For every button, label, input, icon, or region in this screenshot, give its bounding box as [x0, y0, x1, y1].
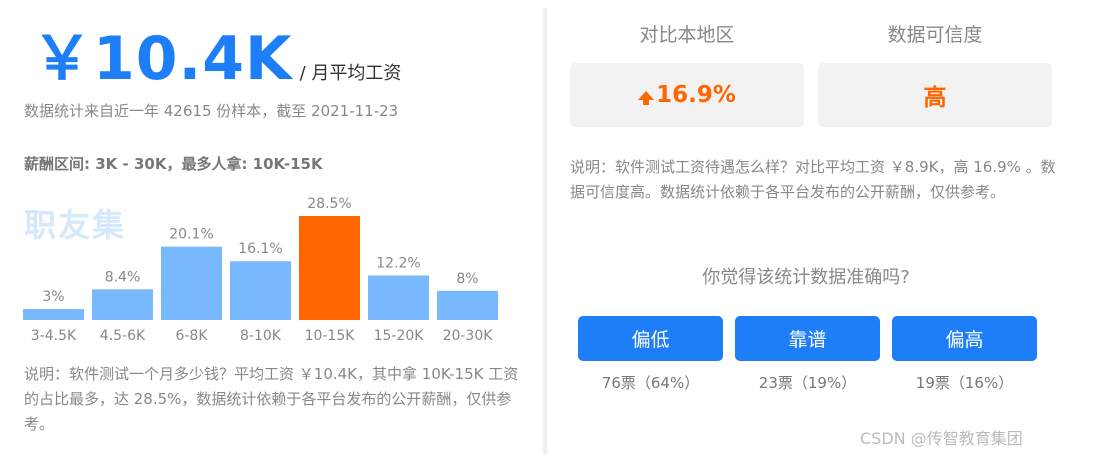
salary-range: 薪酬区间: 3K - 30K，最多人拿: 10K-15K [24, 155, 323, 173]
bar-value-label: 16.1% [238, 241, 282, 257]
salary-distribution-chart: 3% 3-4.5K 8.4% 4.5-6K 20.1% 6-8K 16.1% 8-10K 28.… [23, 196, 498, 344]
bar-value-label: 3% [42, 289, 64, 305]
vote-low-count: 76票（64%） [601, 374, 700, 392]
comparison-panel: 对比本地区 数据可信度 16.9% 高 说明：软件测试工资待遇怎么样？对比平均工… [560, 0, 1094, 454]
bar-3-4.5K [23, 309, 84, 320]
category-label: 20-30K [443, 328, 494, 344]
poll-question: 你觉得该统计数据准确吗? [702, 267, 910, 288]
average-salary: ￥10.4K / 月平均工资 [32, 10, 401, 97]
salary-value: ￥10.4K [32, 24, 293, 94]
divider [543, 8, 547, 454]
bar-value-label: 28.5% [307, 196, 351, 212]
region-compare-value: 16.9% [656, 82, 736, 108]
category-label: 4.5-6K [100, 328, 146, 344]
credit-watermark: CSDN @传智教育集团 [860, 429, 1023, 448]
bar-15-20K [368, 275, 429, 320]
vote-accurate-count: 23票（19%） [758, 374, 857, 392]
category-label: 8-10K [240, 328, 282, 344]
credibility-value: 高 [923, 85, 947, 111]
salary-panel: ￥10.4K / 月平均工资 数据统计来自近一年 42615 份样本，截至 20… [0, 0, 540, 454]
region-compare-box: 16.9% [570, 63, 804, 127]
credibility-title: 数据可信度 [887, 24, 983, 46]
watermark-logo: 职友集 [24, 206, 127, 244]
bar-4.5-6K [92, 289, 153, 320]
bar-6-8K [161, 246, 222, 320]
salary-unit: / 月平均工资 [299, 63, 402, 84]
sample-source: 数据统计来自近一年 42615 份样本，截至 2021-11-23 [24, 102, 399, 120]
vote-high-count: 19票（16%） [915, 374, 1014, 392]
category-label: 6-8K [175, 328, 208, 344]
bar-value-label: 12.2% [376, 255, 420, 271]
compare-note: 说明：软件测试工资待遇怎么样？对比平均工资 ￥8.9K，高 16.9% 。数据可… [570, 158, 1056, 201]
salary-note: 说明：软件测试一个月多少钱？平均工资 ￥10.4K，其中拿 10K-15K 工资… [24, 365, 519, 433]
category-label: 10-15K [305, 328, 356, 344]
arrow-up-icon [638, 90, 655, 105]
vote-high-button[interactable]: 偏高 [892, 316, 1037, 361]
bar-10-15K [299, 216, 360, 320]
vote-accurate-button[interactable]: 靠谱 [735, 316, 880, 361]
vote-low-button[interactable]: 偏低 [578, 316, 723, 361]
category-label: 3-4.5K [31, 328, 77, 344]
bar-value-label: 8.4% [105, 269, 141, 285]
region-compare-title: 对比本地区 [639, 24, 735, 46]
bar-8-10K [230, 261, 291, 320]
credibility-box: 高 [818, 63, 1052, 127]
category-label: 15-20K [374, 328, 425, 344]
bar-value-label: 8% [456, 271, 478, 287]
bar-value-label: 20.1% [169, 227, 213, 243]
bar-20-30K [437, 290, 498, 320]
